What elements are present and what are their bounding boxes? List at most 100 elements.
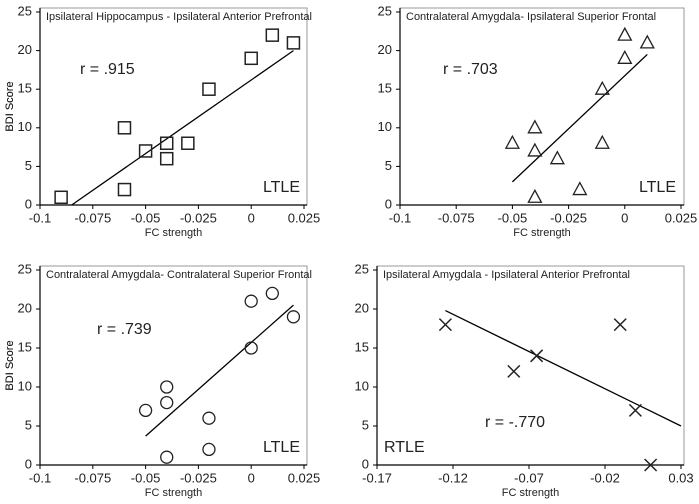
x-tick-label: -0.02: [590, 470, 620, 485]
fit-line: [511, 53, 648, 183]
point: [202, 411, 216, 425]
data-point: [628, 403, 642, 417]
point: [617, 49, 633, 64]
x-tick-label: 0.025: [288, 470, 321, 485]
point: [160, 380, 174, 394]
data-point: [617, 26, 633, 41]
plot-title: Ipsilateral Amygdala - Ipsilateral Anter…: [383, 269, 630, 281]
data-point: [202, 82, 216, 96]
data-point: [527, 119, 543, 134]
data-point: [202, 411, 216, 425]
point: [594, 134, 610, 149]
point: [594, 80, 610, 95]
data-point: [160, 395, 174, 410]
point: [527, 142, 543, 157]
y-tick-label: 15: [18, 81, 32, 96]
data-point: [594, 134, 610, 149]
data-point: [594, 80, 610, 95]
annotation: r = -.770: [485, 414, 545, 431]
data-point: [286, 310, 301, 324]
point: [138, 144, 153, 158]
annotation: r = .739: [97, 321, 152, 338]
point: [644, 458, 658, 472]
data-point: [181, 136, 195, 150]
data-point: [244, 294, 258, 308]
annotation: LTLE: [263, 439, 300, 456]
x-tick-label: 0.025: [665, 210, 698, 225]
point: [628, 403, 642, 417]
data-point: [504, 134, 520, 149]
x-axis-label: FC strength: [513, 227, 570, 239]
data-point: [244, 51, 258, 66]
y-tick-label: 10: [355, 378, 369, 393]
point: [181, 136, 195, 150]
point: [549, 150, 565, 165]
x-tick-label: -0.05: [131, 470, 161, 485]
y-tick-label: 0: [385, 196, 392, 211]
data-point: [572, 181, 588, 196]
data-point: [117, 182, 132, 197]
y-tick-label: 25: [18, 3, 32, 18]
data-point: [54, 190, 68, 205]
y-tick-label: 25: [378, 3, 392, 18]
x-tick-label: -0.17: [362, 470, 392, 485]
x-tick-label: -0.025: [550, 210, 587, 225]
plot-title: Contralateral Amygdala- Ipsilateral Supe…: [406, 11, 656, 23]
point: [504, 134, 520, 149]
y-tick-label: 25: [355, 261, 369, 276]
fit-line: [71, 50, 294, 206]
point: [286, 36, 301, 50]
x-tick-label: -0.05: [498, 210, 528, 225]
annotation: RTLE: [384, 439, 425, 456]
x-tick-label: -0.025: [180, 470, 217, 485]
x-tick-label: -0.05: [131, 210, 161, 225]
data-point: [202, 442, 216, 457]
point: [639, 34, 655, 49]
data-point: [438, 318, 452, 332]
y-axis-label: BDI Score: [4, 340, 16, 390]
y-tick-label: 10: [378, 119, 392, 134]
annotation: LTLE: [639, 179, 676, 196]
plot-title: Ipsilateral Hippocampus - Ipsilateral An…: [46, 11, 312, 23]
point: [159, 136, 174, 150]
fit-line: [145, 304, 294, 437]
point: [244, 294, 258, 308]
x-tick-label: -0.1: [29, 210, 51, 225]
point: [160, 450, 174, 464]
point: [527, 188, 543, 203]
x-tick-label: -0.07: [514, 470, 544, 485]
point: [527, 119, 543, 134]
point: [617, 26, 633, 41]
x-tick-label: -0.075: [74, 210, 111, 225]
x-tick-label: 0: [621, 210, 628, 225]
x-tick-label: 0.025: [288, 210, 321, 225]
point: [117, 121, 132, 135]
x-tick-label: 0: [248, 210, 255, 225]
data-point: [530, 349, 544, 363]
point: [530, 349, 544, 363]
y-tick-label: 15: [378, 81, 392, 96]
x-tick-label: -0.12: [438, 470, 468, 485]
data-point: [527, 188, 543, 203]
data-point: [613, 318, 627, 332]
y-tick-label: 20: [18, 42, 32, 57]
data-point: [160, 450, 174, 464]
point: [202, 82, 216, 96]
point: [265, 28, 280, 42]
data-point: [265, 286, 279, 301]
y-tick-label: 15: [355, 339, 369, 354]
data-point: [639, 34, 655, 49]
x-tick-label: 0.03: [668, 470, 693, 485]
y-tick-label: 0: [25, 456, 32, 471]
point: [286, 310, 301, 324]
y-axis-label: BDI Score: [4, 340, 16, 390]
data-point: [265, 28, 280, 42]
x-tick-label: -0.075: [438, 210, 475, 225]
y-tick-label: 15: [18, 339, 32, 354]
data-point: [159, 136, 174, 150]
y-tick-label: 20: [355, 300, 369, 315]
data-point: [138, 403, 153, 418]
data-point: [160, 380, 174, 394]
point: [202, 442, 216, 457]
